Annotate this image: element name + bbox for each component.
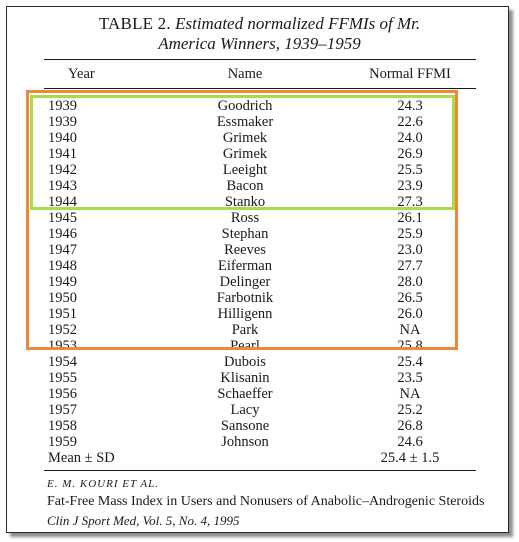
table-cell-name: Klisanin [220, 370, 270, 386]
table-cell-ffmi: 25.5 [397, 162, 423, 178]
table-cell-ffmi: 25.9 [397, 226, 423, 242]
table-cell-name: Reeves [224, 242, 266, 258]
table-cell-name: Schaeffer [217, 386, 273, 402]
table-cell-name: Stanko [224, 194, 266, 210]
table-cell-ffmi: 24.0 [397, 130, 423, 146]
summary-value: 25.4 ± 1.5 [380, 450, 440, 466]
table-cell-year: 1942 [48, 162, 77, 178]
table-cell-year: 1957 [48, 402, 77, 418]
table-cell-ffmi: 24.6 [397, 434, 423, 450]
table-cell-name: Johnson [221, 434, 269, 450]
table-cell-name: Leeight [222, 162, 268, 178]
table-cell-year: 1941 [48, 146, 77, 162]
table-cell-name: Essmaker [216, 114, 274, 130]
table-cell-ffmi: 26.8 [397, 418, 423, 434]
table-cell-ffmi: 26.1 [397, 210, 423, 226]
table-cell-year: 1953 [48, 338, 77, 354]
table-cell-ffmi: 26.0 [397, 306, 423, 322]
table-cell-year: 1951 [48, 306, 77, 322]
table-cell-year: 1944 [48, 194, 77, 210]
column-header-name: Name [227, 66, 263, 82]
header-top-rule [44, 59, 476, 60]
table-cell-name: Farbotnik [216, 290, 274, 306]
table-cell-name: Bacon [226, 178, 264, 194]
table-cell-name: Goodrich [217, 98, 273, 114]
table-cell-ffmi: 26.5 [397, 290, 423, 306]
table-cell-name: Lacy [230, 402, 260, 418]
table-cell-year: 1959 [48, 434, 77, 450]
table-cell-name: Eiferman [218, 258, 272, 274]
table-cell-ffmi: NA [399, 322, 421, 338]
column-header-ffmi: Normal FFMI [369, 66, 451, 82]
summary-label: Mean ± SD [48, 450, 115, 466]
table-cell-name: Dubois [224, 354, 266, 370]
table-title-line2: America Winners, 1939–1959 [158, 34, 361, 53]
table-cell-year: 1950 [48, 290, 77, 306]
table-cell-name: Hilligenn [217, 306, 273, 322]
table-cell-ffmi: 27.3 [397, 194, 423, 210]
table-cell-year: 1954 [48, 354, 77, 370]
table-cell-ffmi: 27.7 [397, 258, 423, 274]
table-cell-ffmi: NA [399, 386, 421, 402]
table-bottom-rule [44, 470, 476, 471]
orange-highlight-box [26, 90, 458, 350]
table-cell-ffmi: 24.3 [397, 98, 423, 114]
table-cell-year: 1947 [48, 242, 77, 258]
green-highlight-box [30, 95, 455, 210]
table-cell-ffmi: 22.6 [397, 114, 423, 130]
table-title-lead: TABLE 2. [98, 14, 171, 33]
table-cell-year: 1955 [48, 370, 77, 386]
table-cell-year: 1948 [48, 258, 77, 274]
table-cell-year: 1943 [48, 178, 77, 194]
table-cell-year: 1958 [48, 418, 77, 434]
table-cell-year: 1939 [48, 114, 77, 130]
table-cell-ffmi: 26.9 [397, 146, 423, 162]
citation-author: E. M. KOURI ET AL. [47, 478, 160, 490]
table-cell-ffmi: 23.0 [397, 242, 423, 258]
table-cell-year: 1940 [48, 130, 77, 146]
table-cell-year: 1946 [48, 226, 77, 242]
table-cell-name: Park [231, 322, 259, 338]
table-cell-name: Ross [230, 210, 260, 226]
page-frame [6, 6, 509, 533]
table-cell-year: 1939 [48, 98, 77, 114]
table-cell-year: 1956 [48, 386, 77, 402]
table-cell-ffmi: 25.8 [397, 338, 423, 354]
table-cell-year: 1949 [48, 274, 77, 290]
table-cell-ffmi: 23.5 [397, 370, 423, 386]
table-cell-ffmi: 28.0 [397, 274, 423, 290]
table-cell-name: Pearl [230, 338, 260, 354]
table-cell-name: Sansone [220, 418, 270, 434]
header-bottom-rule [44, 88, 476, 89]
table-cell-name: Stephan [221, 226, 269, 242]
table-cell-ffmi: 25.4 [397, 354, 423, 370]
table-cell-ffmi: 23.9 [397, 178, 423, 194]
table-cell-name: Grimek [222, 146, 268, 162]
table-cell-year: 1952 [48, 322, 77, 338]
table-title-line1: Estimated normalized FFMIs of Mr. [175, 14, 421, 33]
table-title: TABLE 2. Estimated normalized FFMIs of M… [0, 14, 519, 54]
table-cell-year: 1945 [48, 210, 77, 226]
table-cell-name: Delinger [219, 274, 271, 290]
table-cell-name: Grimek [222, 130, 268, 146]
table-cell-ffmi: 25.2 [397, 402, 423, 418]
citation-article: Fat-Free Mass Index in Users and Nonuser… [47, 494, 485, 509]
column-header-year: Year [68, 66, 95, 82]
citation-journal: Clin J Sport Med, Vol. 5, No. 4, 1995 [47, 513, 240, 528]
